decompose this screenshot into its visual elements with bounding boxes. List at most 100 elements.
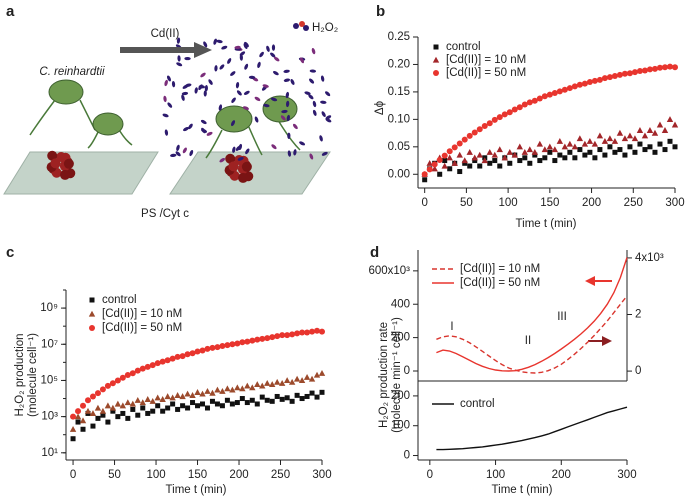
x-tick-label: 200 xyxy=(229,469,248,481)
y-tick-label: 10⁷ xyxy=(41,338,58,350)
marker xyxy=(626,132,634,139)
blob xyxy=(60,169,71,180)
particle xyxy=(214,65,218,72)
particle xyxy=(194,87,198,94)
particle xyxy=(263,103,270,108)
particle xyxy=(309,69,317,73)
marker xyxy=(566,85,573,92)
marker xyxy=(149,398,156,404)
marker xyxy=(556,88,563,95)
marker xyxy=(200,401,206,407)
marker xyxy=(516,104,523,111)
marker xyxy=(254,381,261,388)
marker xyxy=(70,436,76,442)
marker xyxy=(457,169,463,175)
particle xyxy=(311,48,316,55)
marker xyxy=(672,64,678,71)
marker xyxy=(154,360,161,367)
marker xyxy=(511,106,518,113)
marker xyxy=(666,63,673,70)
y-tick-label: 600x10³ xyxy=(368,265,410,277)
marker xyxy=(89,410,97,417)
particle xyxy=(271,144,277,150)
substrate-slab xyxy=(3,151,159,195)
marker xyxy=(144,396,151,402)
marker xyxy=(204,345,211,352)
marker xyxy=(249,384,256,391)
particle xyxy=(257,61,261,69)
marker xyxy=(546,91,553,98)
particle xyxy=(175,151,181,157)
marker xyxy=(303,373,311,380)
marker xyxy=(139,365,146,372)
marker xyxy=(314,327,321,334)
annotation: II xyxy=(525,335,531,347)
marker xyxy=(90,423,96,429)
marker xyxy=(175,406,181,412)
marker xyxy=(79,417,87,424)
marker xyxy=(456,151,463,158)
particle xyxy=(163,95,167,103)
marker xyxy=(422,177,428,183)
marker xyxy=(209,398,215,404)
marker xyxy=(496,146,503,153)
marker xyxy=(622,152,628,158)
marker xyxy=(219,388,226,394)
marker xyxy=(308,375,316,382)
marker xyxy=(179,353,186,360)
marker xyxy=(476,126,483,133)
marker xyxy=(491,151,498,158)
marker xyxy=(84,397,91,404)
marker xyxy=(224,385,231,392)
marker xyxy=(189,350,196,357)
legend-swatch xyxy=(88,310,96,317)
marker xyxy=(431,161,438,168)
marker xyxy=(547,149,553,155)
marker xyxy=(234,340,241,347)
particle xyxy=(183,127,189,132)
rate-arrows xyxy=(585,276,612,346)
marker xyxy=(667,138,673,144)
marker xyxy=(264,379,271,386)
marker xyxy=(155,403,161,409)
y-tick-label: 0.20 xyxy=(388,58,410,70)
marker xyxy=(551,146,559,153)
marker xyxy=(314,394,320,400)
particle xyxy=(293,149,297,156)
marker xyxy=(194,389,201,395)
marker xyxy=(586,79,593,86)
marker xyxy=(249,337,256,344)
y2-tick-label: 2 xyxy=(635,309,641,321)
marker xyxy=(441,162,448,169)
marker xyxy=(467,163,473,169)
marker xyxy=(69,425,77,432)
marker xyxy=(70,413,77,420)
blob xyxy=(228,161,239,172)
marker xyxy=(447,166,453,172)
marker xyxy=(169,355,176,362)
marker xyxy=(309,390,315,396)
line xyxy=(436,257,628,372)
marker xyxy=(486,149,493,155)
marker xyxy=(293,375,301,382)
particle xyxy=(239,54,243,61)
y-tick-label: 100 xyxy=(391,420,410,432)
x-tick-label: 0 xyxy=(421,197,427,209)
marker xyxy=(129,400,137,407)
marker xyxy=(471,154,478,161)
x-tick-label: 300 xyxy=(312,469,331,481)
particle xyxy=(319,135,323,142)
marker xyxy=(284,395,290,401)
marker xyxy=(631,69,638,76)
y-tick-label: 200 xyxy=(391,390,410,402)
marker xyxy=(641,132,649,139)
marker xyxy=(617,147,623,153)
particle xyxy=(237,157,244,161)
marker xyxy=(129,370,136,377)
product-label: H₂O₂ xyxy=(312,22,338,34)
blob xyxy=(241,161,252,172)
particle xyxy=(320,100,327,104)
particle xyxy=(309,153,314,160)
marker xyxy=(527,160,533,166)
